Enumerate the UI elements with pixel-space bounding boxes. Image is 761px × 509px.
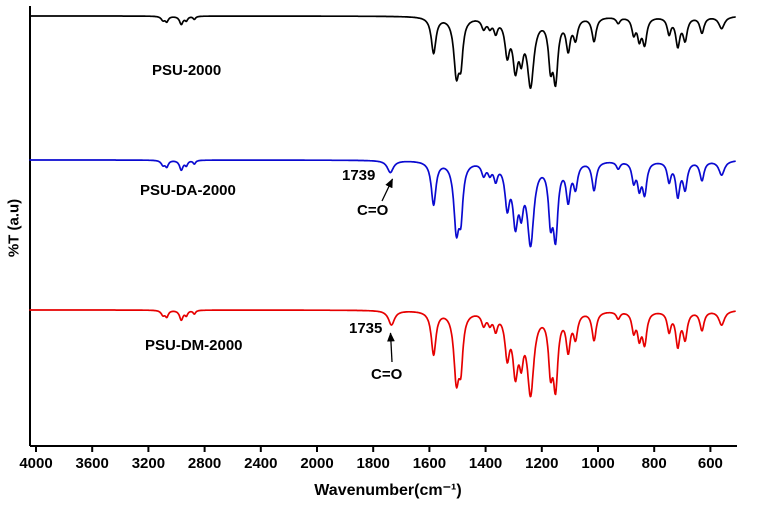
x-axis-tick-label: 4000 [19, 455, 52, 472]
spectrum-psu-2000 [29, 15, 736, 90]
x-axis-tick-label: 1000 [581, 455, 614, 472]
annotation-arrow [381, 178, 394, 202]
annotation-arrow [387, 332, 395, 363]
x-axis-tick-label: 3600 [76, 455, 109, 472]
x-axis-tick-label: 2400 [244, 455, 277, 472]
x-axis-tick-label: 2000 [300, 455, 333, 472]
x-axis-tick-label: 1200 [525, 455, 558, 472]
x-axis-tick-label: 800 [642, 455, 667, 472]
spectrum-psu-dm-2000 [29, 309, 736, 398]
annotation-wavenumber-1735: 1735 [349, 320, 383, 337]
x-axis-tick-label: 1400 [469, 455, 502, 472]
y-axis-label: %T (a.u) [5, 198, 23, 258]
series-label-psu-2000: PSU-2000 [152, 62, 222, 79]
x-axis-tick-label: 3200 [132, 455, 165, 472]
annotation-carbonyl-blue: C=O [357, 202, 389, 219]
series-label-psu-da-2000: PSU-DA-2000 [140, 182, 236, 199]
x-axis-tick-label: 2800 [188, 455, 221, 472]
x-axis-tick-label: 1600 [413, 455, 446, 472]
annotation-wavenumber-1739: 1739 [342, 167, 376, 184]
x-axis-tick-label: 1800 [357, 455, 390, 472]
x-axis-tick-label: 600 [698, 455, 723, 472]
series-label-psu-dm-2000: PSU-DM-2000 [145, 337, 243, 354]
spectrum-psu-da-2000 [29, 159, 736, 248]
annotation-carbonyl-red: C=O [371, 366, 403, 383]
x-axis-label: Wavenumber(cm⁻¹) [314, 482, 462, 499]
